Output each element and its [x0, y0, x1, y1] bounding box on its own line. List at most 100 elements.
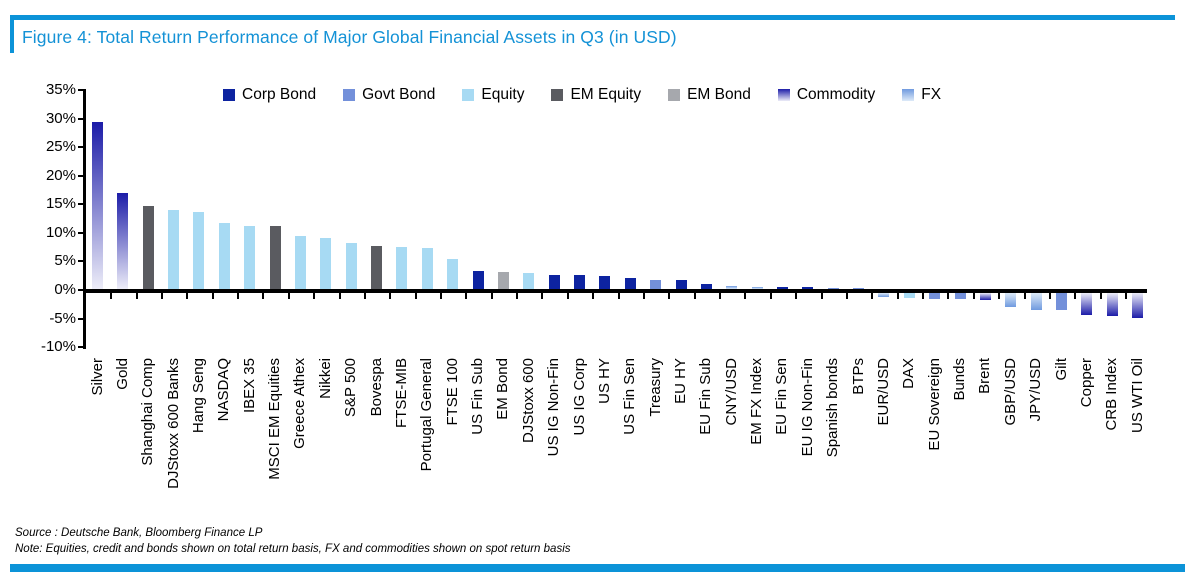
- y-axis-tick-label: 30%: [45, 109, 76, 127]
- x-axis-label: US IG Corp: [570, 358, 588, 436]
- y-axis-tick-label: 10%: [45, 223, 76, 241]
- bar-bovespa: [371, 245, 383, 289]
- x-axis-label: Bovespa: [367, 358, 385, 417]
- legend-label: Corp Bond: [242, 86, 317, 103]
- legend-swatch-icon: [777, 89, 790, 101]
- x-axis-label: EU Fin Sub: [697, 358, 715, 435]
- chart-legend: Corp Bond Govt Bond Equity EM Equity EM Bond…: [223, 86, 941, 104]
- legend-label: FX: [921, 86, 942, 103]
- x-axis-label: US WTI Oil: [1128, 358, 1146, 433]
- y-axis-line: [83, 89, 86, 350]
- bar-us-ig-corp: [574, 275, 586, 289]
- legend-swatch-icon: [223, 89, 235, 101]
- legend-label: Govt Bond: [362, 86, 436, 103]
- x-axis-label: Treasury: [646, 358, 664, 417]
- bar-copper: [1081, 293, 1093, 315]
- legend-item-equity: Equity: [462, 86, 524, 104]
- x-axis-tick: [592, 293, 595, 299]
- x-axis-tick: [845, 293, 848, 299]
- y-axis-tick: [78, 89, 83, 91]
- y-axis-tick: [78, 203, 83, 206]
- source-note: Source : Deutsche Bank, Bloomberg Financ…: [15, 527, 263, 539]
- legend-label: Commodity: [796, 86, 876, 103]
- y-axis-tick: [78, 146, 83, 149]
- y-axis-tick: [78, 260, 83, 263]
- bar-dax: [903, 293, 915, 299]
- legend-swatch-icon: [902, 89, 915, 101]
- y-axis-tick-label: 35%: [45, 81, 76, 98]
- x-axis-tick: [516, 293, 519, 299]
- x-axis-tick: [287, 293, 290, 299]
- x-axis-label: Portugal General: [418, 358, 436, 472]
- bar-djstoxx-600-banks: [168, 209, 180, 289]
- x-axis-tick: [896, 293, 899, 299]
- x-axis-tick: [642, 293, 645, 299]
- x-axis-tick: [1074, 293, 1077, 299]
- legend-label: EM Equity: [570, 86, 642, 103]
- x-axis-label: EM Bond: [494, 358, 512, 420]
- x-axis-tick: [211, 293, 214, 299]
- legend-item-em_bond: EM Bond: [668, 86, 751, 104]
- bar-us-ig-non-fin: [548, 274, 560, 289]
- legend-swatch-icon: [668, 89, 681, 101]
- bar-msci-em-equities: [269, 226, 281, 289]
- x-axis-label: FTSE-MIB: [392, 358, 410, 428]
- x-axis-tick: [338, 293, 341, 299]
- x-axis-label: MSCI EM Equities: [266, 358, 284, 480]
- y-axis-tick-label: 25%: [45, 138, 76, 156]
- x-axis-label: Spanish bonds: [824, 358, 842, 458]
- x-axis-label: CRB Index: [1103, 358, 1121, 431]
- x-axis-tick: [922, 293, 925, 299]
- x-axis-tick: [871, 293, 874, 299]
- x-axis-label: EM FX Index: [748, 358, 766, 445]
- x-axis-tick: [110, 293, 113, 299]
- x-axis-tick: [719, 293, 722, 299]
- x-axis-tick: [617, 293, 620, 299]
- x-axis-label: Gold: [113, 358, 131, 390]
- x-axis-label: US Fin Sen: [621, 358, 639, 435]
- x-axis-label: EU Fin Sen: [773, 358, 791, 435]
- y-axis-tick-label: -10%: [40, 338, 76, 356]
- x-axis-tick: [769, 293, 772, 299]
- bar-em-bond: [497, 272, 509, 289]
- x-axis-tick: [541, 293, 544, 299]
- x-axis-tick: [414, 293, 417, 299]
- x-axis-tick: [313, 293, 316, 299]
- x-axis-label: BTPs: [849, 358, 867, 395]
- x-axis-label: US Fin Sub: [469, 358, 487, 435]
- x-axis-label: DJStoxx 600 Banks: [164, 358, 182, 489]
- x-axis-tick: [795, 293, 798, 299]
- bar-btps: [853, 288, 865, 289]
- x-axis-label: Hang Seng: [189, 358, 207, 434]
- y-axis-tick: [78, 174, 83, 177]
- bar-eur-usd: [878, 293, 890, 297]
- legend-item-govt_bond: Govt Bond: [343, 86, 435, 104]
- x-axis-label: EU HY: [672, 358, 689, 404]
- x-axis-label: EUR/USD: [874, 358, 892, 426]
- bar-spanish-bonds: [827, 288, 839, 289]
- y-axis-tick: [78, 289, 83, 291]
- x-axis-label: US HY: [595, 358, 613, 404]
- bar-treasury: [650, 279, 662, 289]
- legend-item-corp_bond: Corp Bond: [223, 86, 316, 104]
- bar-cny-usd: [726, 285, 738, 289]
- bar-greece-athex: [294, 235, 306, 289]
- x-axis-label: EU Sovereign: [925, 358, 943, 451]
- x-axis-zero-line: [83, 289, 1147, 293]
- legend-item-commodity: Commodity: [777, 86, 876, 104]
- x-axis-tick: [1048, 293, 1051, 299]
- bar-bunds: [954, 293, 966, 300]
- bar-jpy-usd: [1030, 293, 1042, 311]
- x-axis-label: Bunds: [951, 358, 969, 401]
- bar-eu-hy: [675, 280, 687, 289]
- y-axis-tick-label: 5%: [54, 252, 76, 270]
- bar-ibex-35: [244, 225, 256, 289]
- x-axis-tick: [439, 293, 442, 299]
- x-axis-label: IBEX 35: [240, 358, 258, 414]
- y-axis-tick: [78, 117, 83, 120]
- x-axis-tick: [1099, 293, 1102, 299]
- bar-us-hy: [599, 276, 611, 289]
- bar-em-fx-index: [751, 286, 763, 289]
- x-axis-label: NASDAQ: [215, 358, 233, 422]
